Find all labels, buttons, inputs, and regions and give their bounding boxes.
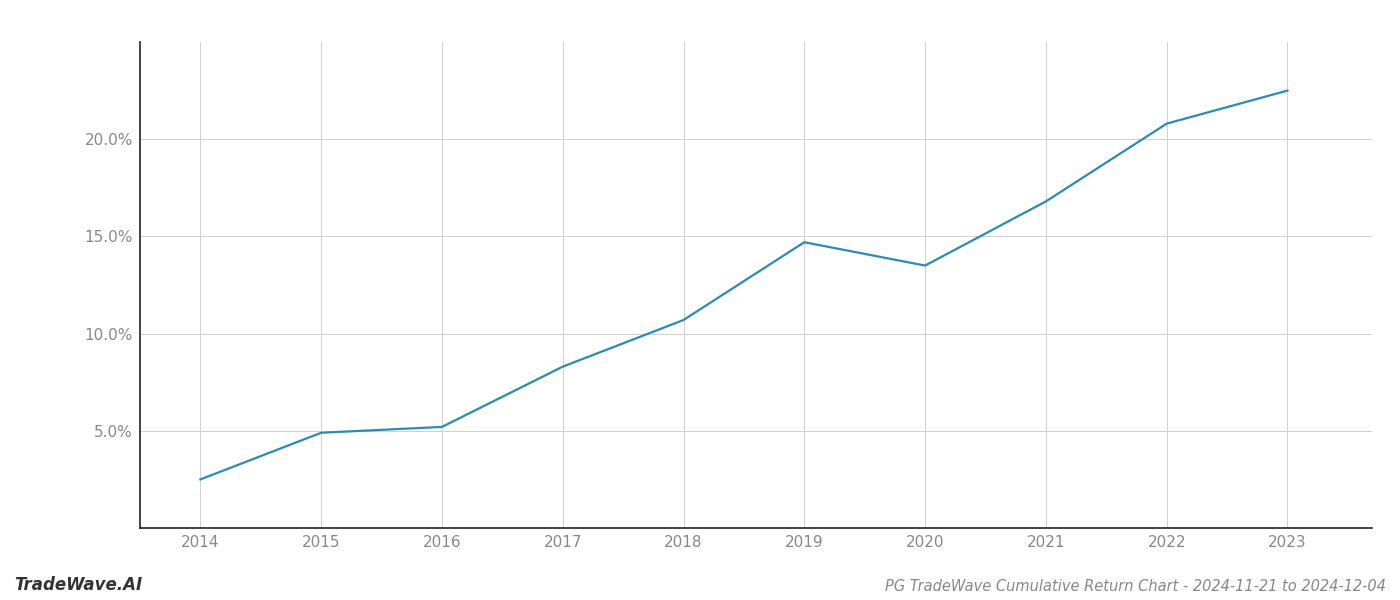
Text: TradeWave.AI: TradeWave.AI xyxy=(14,576,143,594)
Text: PG TradeWave Cumulative Return Chart - 2024-11-21 to 2024-12-04: PG TradeWave Cumulative Return Chart - 2… xyxy=(885,579,1386,594)
